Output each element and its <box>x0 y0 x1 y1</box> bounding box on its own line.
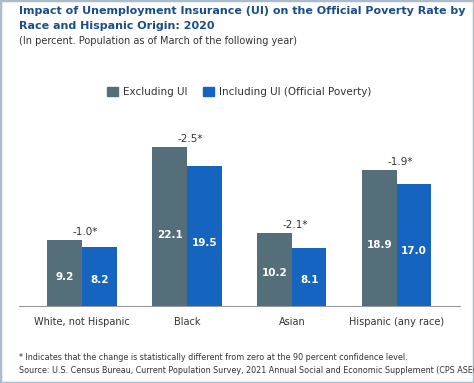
Text: -1.0*: -1.0* <box>73 227 98 237</box>
Text: 10.2: 10.2 <box>262 268 287 278</box>
Bar <box>257 233 292 306</box>
Bar <box>292 248 327 306</box>
Text: 8.2: 8.2 <box>90 275 109 285</box>
Text: 22.1: 22.1 <box>157 230 182 240</box>
Bar <box>47 240 82 306</box>
Text: * Indicates that the change is statistically different from zero at the 90 perce: * Indicates that the change is statistic… <box>19 353 408 362</box>
Bar <box>187 166 221 306</box>
Bar <box>82 247 117 306</box>
Bar <box>397 184 431 306</box>
Legend: Excluding UI, Including UI (Official Poverty): Excluding UI, Including UI (Official Pov… <box>103 83 375 101</box>
Text: 18.9: 18.9 <box>367 240 392 250</box>
Text: Race and Hispanic Origin: 2020: Race and Hispanic Origin: 2020 <box>19 21 214 31</box>
Text: 17.0: 17.0 <box>401 246 427 256</box>
Bar <box>362 170 397 306</box>
Text: -2.1*: -2.1* <box>283 220 308 230</box>
Text: 8.1: 8.1 <box>300 275 319 285</box>
Text: -1.9*: -1.9* <box>388 157 413 167</box>
Text: Impact of Unemployment Insurance (UI) on the Official Poverty Rate by: Impact of Unemployment Insurance (UI) on… <box>19 6 465 16</box>
Text: 19.5: 19.5 <box>191 238 217 248</box>
Text: -2.5*: -2.5* <box>178 134 203 144</box>
Text: (In percent. Population as of March of the following year): (In percent. Population as of March of t… <box>19 36 297 46</box>
Bar <box>152 147 187 306</box>
Text: 9.2: 9.2 <box>55 272 74 282</box>
Text: Source: U.S. Census Bureau, Current Population Survey, 2021 Annual Social and Ec: Source: U.S. Census Bureau, Current Popu… <box>19 366 474 375</box>
